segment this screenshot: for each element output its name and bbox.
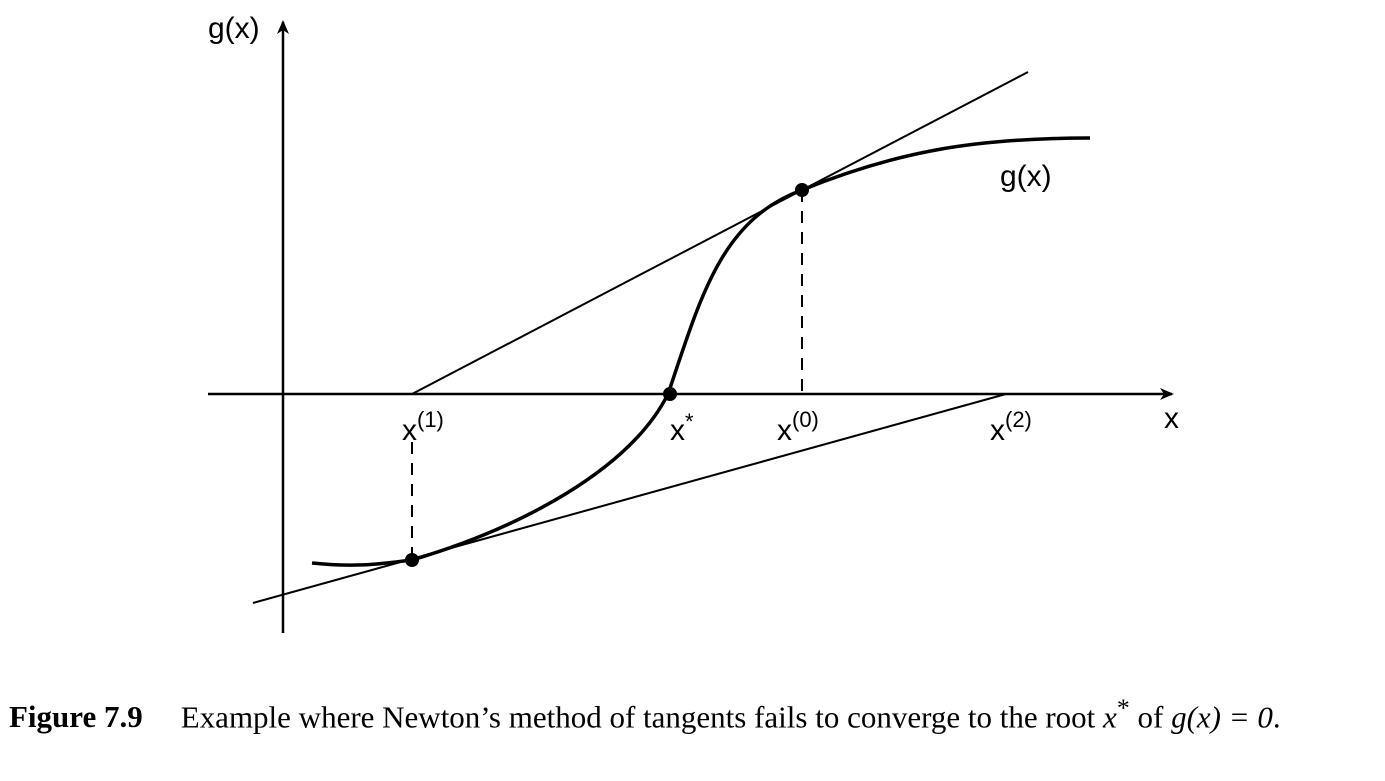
tangent-at-x1 [252,393,1007,604]
point-x0 [795,183,809,197]
tangent-at-x0 [411,71,1029,395]
label-xstar-base: x [670,414,685,447]
label-x1-base: x [402,414,417,447]
caption-text-before: Example where Newton’s method of tangent… [180,699,1104,735]
g-curve [311,136,1091,567]
y-axis-label: g(x) [208,12,260,45]
caption-label: Figure 7.9 [9,699,143,735]
label-xstar-sup: * [685,409,694,434]
label-x0-sup: (0) [792,407,819,432]
caption-text-after: . [1272,699,1281,735]
label-x0: x(0) [777,407,819,447]
caption-text-of: of [1129,699,1172,735]
label-x2: x(2) [990,407,1032,447]
caption-math-root: x [1103,699,1117,735]
label-x1: x(1) [402,407,444,447]
figure-caption: Figure 7.9 Example where Newton’s method … [9,688,1379,737]
label-x2-base: x [990,414,1005,447]
label-x2-sup: (2) [1005,407,1032,432]
label-x1-sup: (1) [417,407,444,432]
caption-math-equation: g(x) = 0 [1171,699,1273,735]
label-x0-base: x [777,414,792,447]
newton-diagram: g(x) x g(x) x(1) x* x(0) x(2) [208,12,1179,633]
curve-label: g(x) [1000,160,1052,193]
label-xstar: x* [670,409,694,447]
point-x1 [405,553,419,567]
caption-math-root-sup: * [1116,693,1130,722]
x-axis-label: x [1164,402,1179,435]
point-xstar [663,387,677,401]
